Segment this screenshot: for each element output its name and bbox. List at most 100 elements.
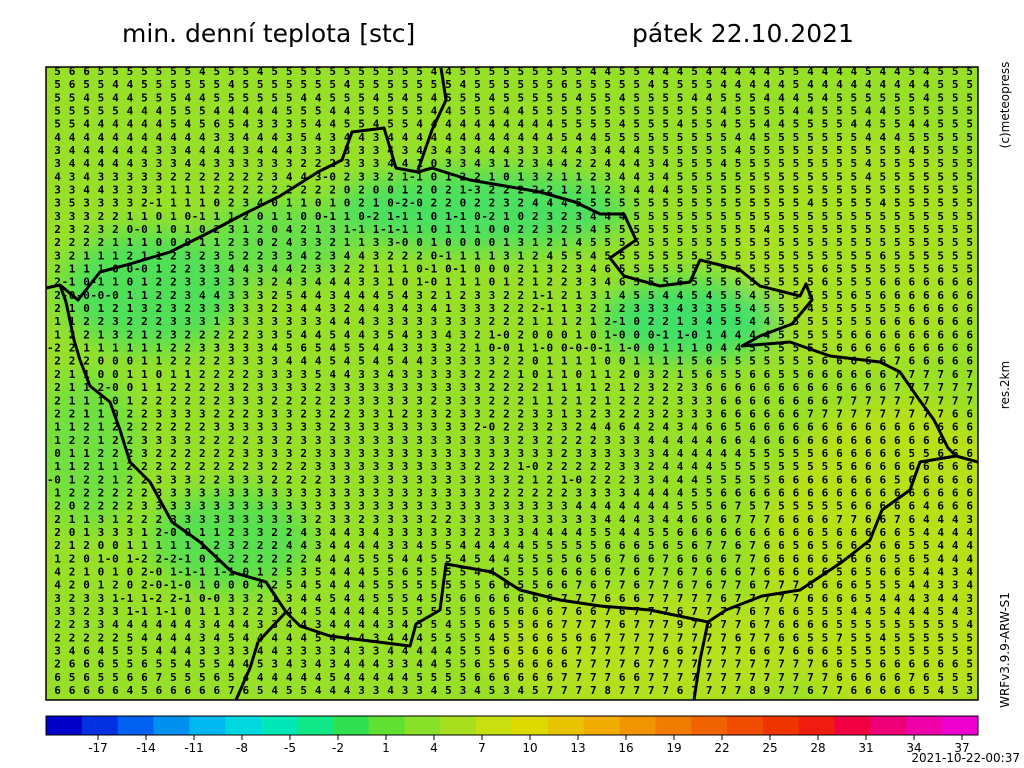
grid-row: -2 2 1 1 1 1 1 1 2 2 3 3 3 3 3 4 5 6 5 4…: [47, 342, 973, 355]
colorbar-label: 13: [570, 741, 585, 755]
border-west: [46, 283, 61, 290]
grid-row: 4 4 4 4 4 4 4 4 4 4 4 3 3 4 4 4 3 5 4 3 …: [47, 131, 973, 144]
grid-row: 5 5 4 5 4 4 5 5 5 4 4 5 5 5 5 5 5 4 4 5 …: [47, 91, 973, 104]
grid-row: -0 1 2 2 1 2 2 3 3 3 2 2 3 3 3 2 2 2 2 3…: [47, 473, 973, 486]
colorbar-label: 7: [478, 741, 486, 755]
grid-row: 3 2 1 1 1 2 1 1 2 3 2 3 5 2 2 3 3 4 2 3 …: [47, 249, 973, 262]
colorbar-label: 28: [810, 741, 825, 755]
colorbar-segment: [870, 716, 907, 735]
colorbar-label: 31: [858, 741, 873, 755]
model-name: WRFv3.9.9-ARW-S1: [998, 592, 1012, 708]
grid-row: 5 6 5 5 4 4 5 5 5 5 5 5 4 5 5 5 5 5 5 5 …: [47, 78, 973, 91]
grid-row: 1 2 2 1 3 2 1 2 3 2 2 2 2 2 3 3 5 4 4 5 …: [47, 328, 973, 341]
grid-row: 3 3 4 4 3 3 3 3 1 1 1 2 2 2 2 2 2 2 2 2 …: [47, 184, 973, 197]
colorbar-segment: [655, 716, 692, 735]
grid-row: 4 3 4 3 3 3 3 3 2 2 2 2 2 2 2 3 4 4 3-0 …: [47, 170, 973, 183]
colorbar-segment: [117, 716, 155, 735]
grid-row: 6 5 6 5 5 6 6 7 5 5 5 6 5 4 4 4 4 4 4 5 …: [47, 671, 973, 684]
grid-row: 2 1 0 1 2 1 3 2 3 2 3 3 3 3 3 2 3 4 4 3 …: [47, 302, 973, 315]
colorbar-label: -8: [236, 741, 248, 755]
grid-row: 1 1 2 1 2 2 2 2 2 2 2 3 3 3 3 3 3 3 3 2 …: [47, 421, 973, 434]
grid-row: 2-1 0-1 1 0 1 2 2 3 3 3 3 3 3 2 4 3 4 4 …: [47, 276, 973, 289]
colorbar-segment: [762, 716, 800, 735]
colorbar-segment: [512, 716, 549, 735]
timestamp: 2021-10-22-00:37: [911, 751, 1020, 765]
colorbar-segment: [476, 716, 513, 735]
colorbar: -17 -14 -11 -8 -5 -2 1 4 7 10 13 16 19 22 25 28 31 34 37: [45, 715, 979, 755]
grid-row: 1 2 2 2 2 2 2 3 3 3 3 3 3 3 3 3 3 3 3 3 …: [47, 486, 973, 499]
colorbar-segment: [189, 716, 226, 735]
grid-row: 1 1 2 2 3 2 2 2 3 3 3 1 3 3 3 3 3 3 3 4 …: [47, 315, 973, 328]
grid-row: 2 1 1 0 0 1 1 0 1 1 2 2 2 2 3 3 3 3 5 4 …: [47, 368, 973, 381]
grid-row: 2-0-0-0-0 1 1 2 2 3 4 4 3 3 3 2 5 4 4 3 …: [47, 289, 973, 302]
grid-row: 1 2 0 1-0 1-2 2-2-1 0 1 2 2 2 2 2 2 4 4 …: [47, 552, 973, 565]
grid-row: 3 4 4 4 4 4 3 3 3 4 4 3 3 3 3 3 3 2 2 2 …: [47, 157, 973, 170]
grid-row: 2 2 3 3 4 4 4 4 4 4 3 4 4 4 3 3 4 4 3 4 …: [47, 618, 973, 631]
colorbar-label: 25: [762, 741, 777, 755]
resolution: res.2km: [998, 361, 1012, 409]
colorbar-label: 4: [430, 741, 438, 755]
grid-row: 3 2 3 3 1-1 1-2 2-1 0-0 3 3 2 1 3 4 4 5 …: [47, 592, 973, 605]
grid-row: 5 5 5 5 5 4 4 4 5 5 5 4 4 4 4 4 5 5 5 4 …: [47, 105, 973, 118]
colorbar-label: 19: [666, 741, 681, 755]
colorbar-label: 1: [382, 741, 390, 755]
grid-row: 3 5 3 3 3 3 2-1 1 1 1 0 2 3 4 0 1 1 0 1 …: [47, 197, 973, 210]
colorbar-segment: [296, 716, 334, 735]
colorbar-label: -14: [136, 741, 156, 755]
grid-row: 1 2 2 1 2 2 3 3 3 3 2 2 2 2 3 3 2 3 3 3 …: [47, 434, 973, 447]
colorbar-segment: [440, 716, 477, 735]
colorbar-segment: [547, 716, 585, 735]
grid-row: 2 3 2 3 2 0-0 1 0 1 0 2 3 1 2 0 4 2 1 3 …: [47, 223, 973, 236]
colorbar-label: -2: [332, 741, 344, 755]
copyright: (c)meteopress: [998, 62, 1012, 149]
grid-row: 2 1 1 2-0 0 1 1 2 2 2 2 3 2 3 3 3 3 2 3 …: [47, 381, 973, 394]
temperature-field: [46, 130, 978, 700]
colorbar-segment: [798, 716, 836, 735]
border-north: [416, 67, 448, 171]
map-frame: [45, 66, 979, 701]
cold-area: [46, 370, 140, 530]
warm-area: [480, 590, 820, 700]
title: min. denní teplota [stc]: [122, 19, 415, 48]
grid-row: 3 3 3 2 2 1 1 0 1 0-1 1 1 2 0 1 1 0 0-1 …: [47, 210, 973, 223]
border-east: [955, 454, 978, 464]
date: pátek 22.10.2021: [632, 19, 854, 48]
grid-row: 2 1 1 3 1 2 2 2 3 3 3 3 3 3 3 3 3 3 2 3 …: [47, 513, 973, 526]
cold-area: [200, 200, 360, 280]
colorbar-label: 22: [714, 741, 729, 755]
borders: [46, 67, 978, 700]
grid-row: 6 6 6 6 6 4 5 6 6 6 6 6 7 6 5 4 5 5 4 4 …: [47, 684, 973, 697]
grid-row: 2 0 1 3 3 3 1 2-0 0 1 1 2 3 3 2 2 4 3 4 …: [47, 526, 973, 539]
colorbar-segment: [225, 716, 262, 735]
grid-row: 2 0 2 2 2 2 3 3 3 3 3 3 3 3 3 3 3 3 3 3 …: [47, 500, 973, 513]
colorbar-segment: [583, 716, 621, 735]
grid-row: 3 3 2 3 3 1-1 1-1 0 1 1 3 2 2 3 4 4 5 4 …: [47, 605, 973, 618]
colorbar-segment: [332, 716, 370, 735]
colorbar-segment: [691, 716, 728, 735]
cold-area: [150, 490, 310, 590]
grid-row: 5 5 4 4 4 4 4 4 5 4 5 6 5 4 3 3 3 5 4 4 …: [47, 118, 973, 131]
border-south-east: [692, 621, 710, 700]
colorbar-label: 37: [954, 741, 969, 755]
colorbar-segment: [404, 716, 441, 735]
cold-area: [330, 170, 630, 250]
colorbar-segment: [153, 716, 190, 735]
warm-area: [760, 400, 978, 700]
map: 5 6 6 5 5 5 5 5 5 5 4 5 5 5 4 5 5 5 5 5 …: [46, 65, 978, 700]
colorbar-segment: [261, 716, 298, 735]
cold-area: [60, 230, 240, 350]
colorbar-label: -5: [284, 741, 296, 755]
colorbar-segment: [834, 716, 871, 735]
colorbar-label: 34: [906, 741, 921, 755]
cold-area: [600, 280, 780, 360]
value-grid: 5 6 6 5 5 5 5 5 5 5 4 5 5 5 4 5 5 5 5 5 …: [47, 65, 973, 697]
grid-row: 2 2 2 2 1 1 1 0 0 0 1 1 2 3 0 2 4 3 3 2 …: [47, 236, 973, 249]
grid-row: 2 1 1 1 0 0-0 1 2 2 3 3 4 4 3 4 4 2 3 3 …: [47, 263, 973, 276]
grid-row: 5 6 6 5 5 5 5 5 5 5 4 5 5 5 4 5 5 5 5 5 …: [47, 65, 973, 78]
grid-row: 2 2 2 0 0 0 1 1 2 2 2 2 3 3 3 3 4 4 4 5 …: [47, 355, 973, 368]
grid-row: 4 2 1 0 1 0 2-0 1-1-1 1-1 0 1 2 5 3 5 4 …: [47, 565, 973, 578]
colorbar-segment: [46, 716, 83, 735]
colorbar-segment: [368, 716, 405, 735]
